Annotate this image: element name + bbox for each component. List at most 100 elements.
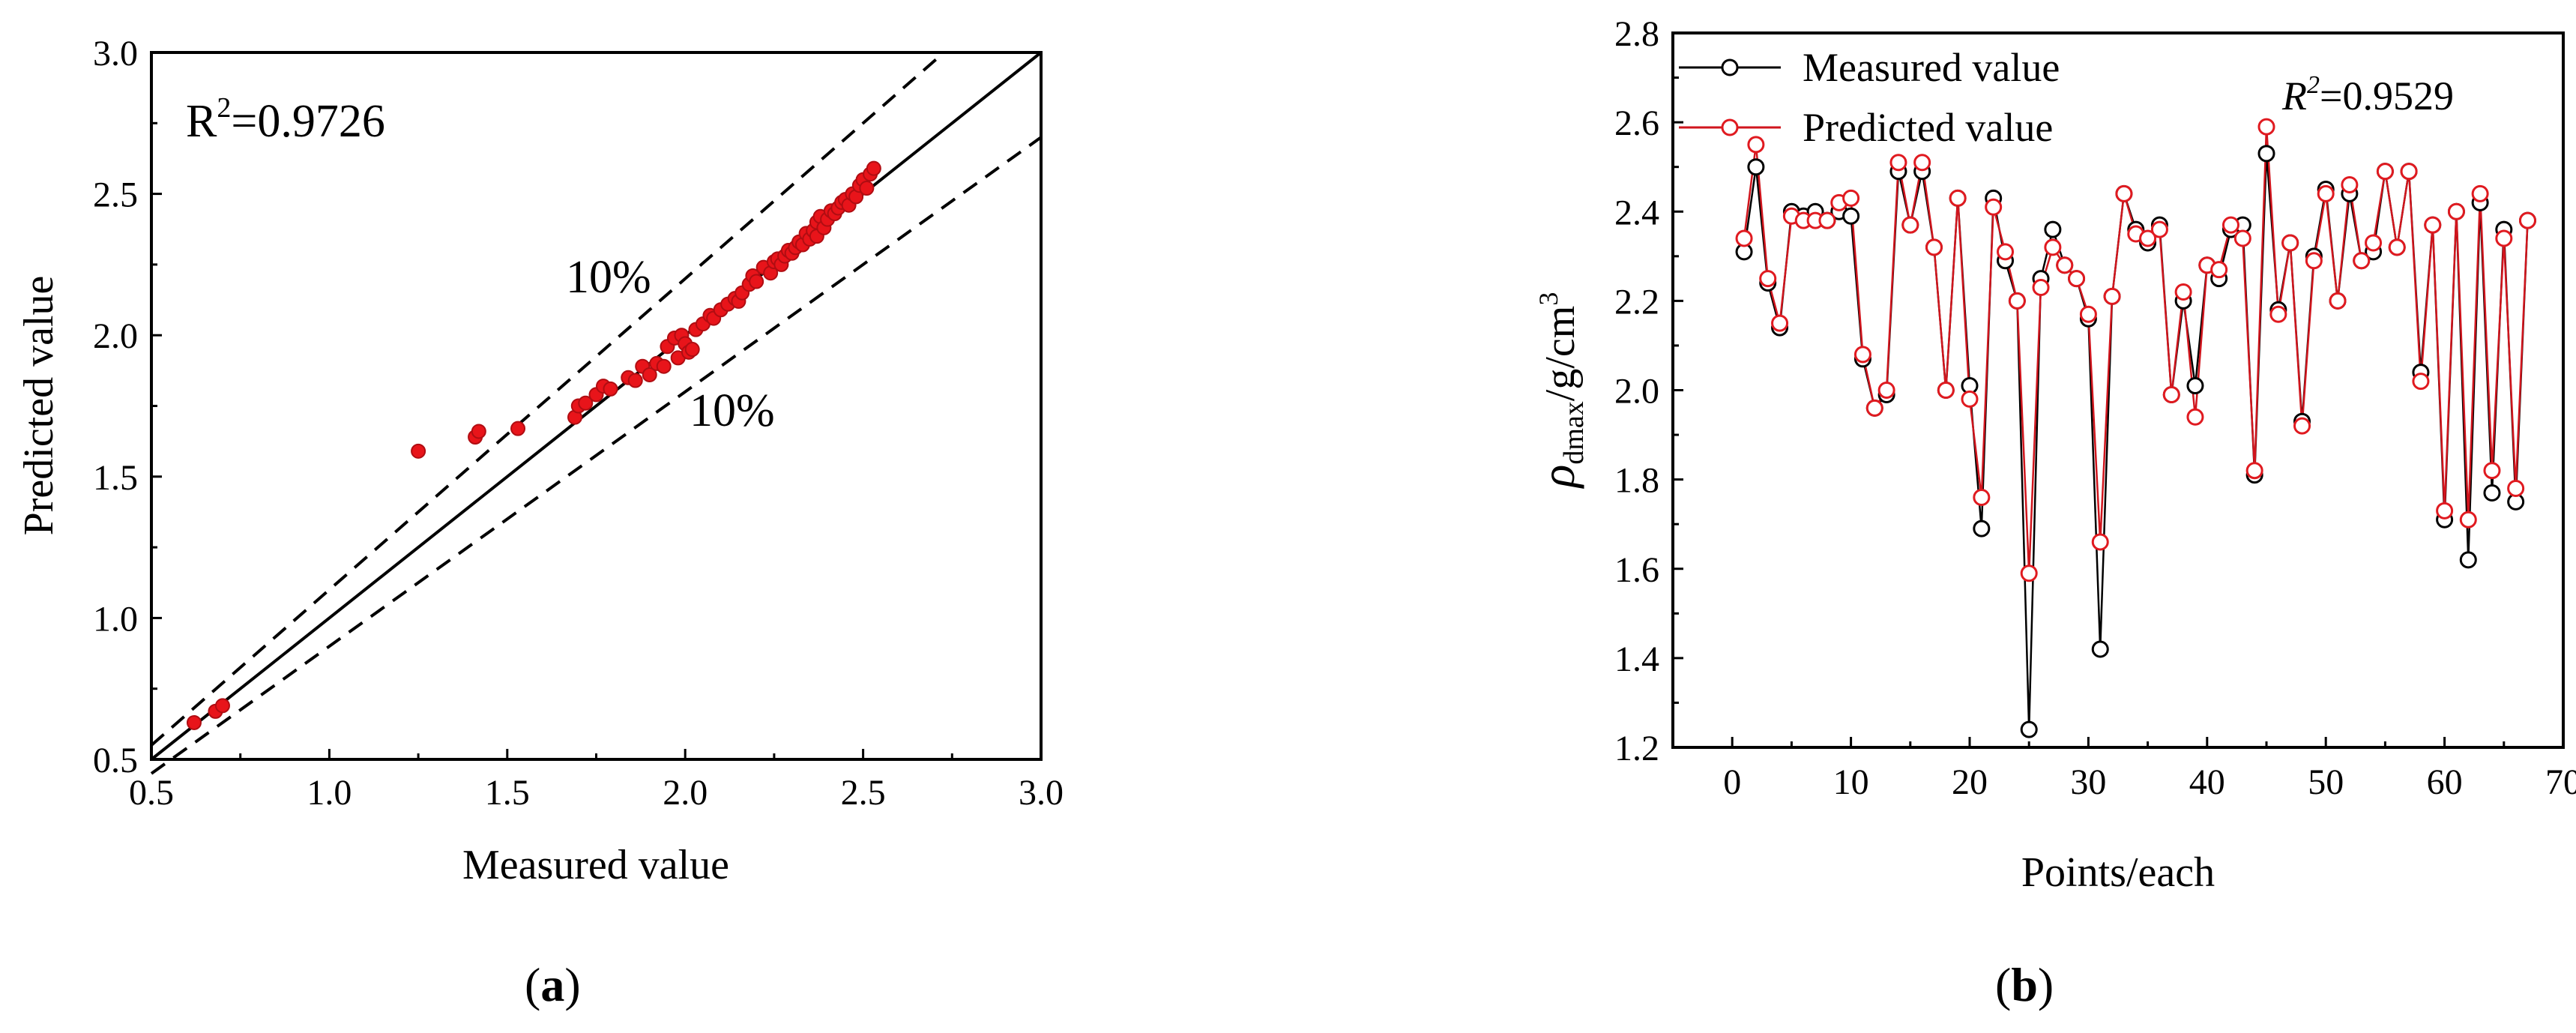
marker-predicted — [1865, 399, 1883, 417]
marker-predicted — [2032, 279, 2050, 297]
y-tick-label: 1.5 — [93, 458, 138, 498]
scatter-point — [186, 714, 202, 730]
marker-measured — [2257, 145, 2275, 163]
marker-predicted — [2341, 176, 2359, 194]
scatter-point — [411, 443, 426, 459]
y-tick-label: 2.0 — [93, 316, 138, 356]
y-tick-label: 2.4 — [1614, 193, 1659, 232]
marker-predicted — [2115, 184, 2133, 202]
panel-a-x-axis-label: Measured value — [462, 842, 729, 888]
panel-a-upper-band-label: 10% — [566, 252, 651, 303]
marker-predicted — [2245, 462, 2263, 480]
marker-predicted — [1961, 390, 1979, 408]
marker-predicted — [2293, 417, 2311, 435]
marker-predicted — [2210, 261, 2228, 279]
marker-predicted — [2269, 305, 2287, 323]
marker-predicted — [2056, 256, 2074, 274]
x-tick-label: 3.0 — [1019, 773, 1064, 813]
marker-predicted — [2079, 305, 2097, 323]
y-tick-label: 1.2 — [1614, 729, 1659, 768]
y-tick-label: 2.5 — [93, 175, 138, 215]
marker-measured — [2186, 377, 2204, 395]
panel-b-y-axis-label: ρdmax/g/cm3 — [1531, 292, 1590, 490]
panel-b-x-ticks: 0 10 20 30 40 50 60 70 — [1671, 737, 2576, 802]
panel-a-reference-lines — [150, 51, 1043, 775]
marker-predicted — [1925, 238, 1943, 256]
marker-predicted — [2507, 480, 2525, 498]
legend-measured-label: Measured value — [1803, 45, 2060, 90]
panel-a-y-axis-label: Predicted value — [16, 276, 62, 536]
marker-predicted — [2518, 211, 2536, 229]
marker-predicted — [2233, 229, 2251, 247]
y-tick-label: 3.0 — [93, 34, 138, 73]
marker-predicted — [2103, 287, 2121, 305]
scatter-point — [859, 181, 875, 196]
panel-b-series-markers — [1735, 118, 2536, 738]
marker-measured — [1747, 158, 1765, 176]
panel-b: 0 10 20 30 40 50 60 70 1.2 1.4 1.6 1.8 2.0 2.2 2.4 2.6… — [1531, 14, 2576, 1011]
marker-predicted — [1913, 154, 1931, 172]
marker-predicted — [2068, 270, 2086, 288]
x-tick-label: 0.5 — [129, 773, 174, 813]
reference-line-upper — [150, 51, 945, 747]
scatter-point — [471, 424, 486, 439]
marker-measured — [1973, 519, 1991, 537]
marker-predicted — [2329, 292, 2347, 310]
marker-predicted — [2020, 564, 2038, 582]
marker-predicted — [2257, 118, 2275, 136]
marker-predicted — [2376, 163, 2394, 181]
marker-predicted — [2044, 238, 2062, 256]
y-tick-label: 2.2 — [1614, 282, 1659, 322]
x-tick-label: 2.5 — [841, 773, 886, 813]
marker-measured — [2091, 640, 2109, 658]
marker-predicted — [1853, 346, 1871, 364]
y-tick-label: 2.0 — [1614, 372, 1659, 412]
marker-predicted — [2400, 163, 2418, 181]
panel-b-x-axis-label: Points/each — [2021, 849, 2215, 896]
panel-a: 0.5 1.0 1.5 2.0 2.5 3.0 0.5 1.0 1.5 2.0 2.5 3.0 R2… — [16, 34, 1064, 1011]
marker-measured — [2483, 484, 2501, 502]
marker-predicted — [2281, 234, 2299, 252]
x-tick-label: 40 — [2189, 762, 2225, 802]
x-tick-label: 1.5 — [485, 773, 530, 813]
marker-predicted — [1973, 488, 1991, 506]
panel-a-points — [186, 160, 881, 730]
y-tick-label: 2.8 — [1614, 14, 1659, 54]
marker-predicted — [1735, 229, 1753, 247]
scatter-point — [656, 358, 672, 374]
x-tick-label: 1.0 — [307, 773, 352, 813]
reference-line-identity — [150, 51, 1043, 761]
marker-predicted — [2139, 229, 2157, 247]
y-tick-label: 1.4 — [1614, 639, 1659, 679]
scatter-point — [749, 274, 764, 289]
panel-b-legend: Measured value Predicted value — [1679, 45, 2060, 150]
panel-b-label: (b) — [1995, 958, 2054, 1011]
marker-predicted — [2483, 462, 2501, 480]
marker-predicted — [2353, 252, 2371, 270]
marker-predicted — [2412, 373, 2430, 391]
marker-measured — [2020, 720, 2038, 738]
legend-entry-predicted: Predicted value — [1679, 105, 2053, 150]
marker-predicted — [2008, 292, 2026, 310]
marker-predicted — [1877, 382, 1895, 399]
scatter-point — [642, 367, 657, 383]
marker-predicted — [1997, 243, 2015, 261]
x-tick-label: 30 — [2070, 762, 2106, 802]
y-tick-label: 1.6 — [1614, 550, 1659, 590]
marker-predicted — [2305, 252, 2323, 270]
marker-predicted — [2388, 238, 2406, 256]
marker-predicted — [2317, 184, 2335, 202]
panel-a-r2-annotation: R2=0.9726 — [186, 92, 385, 147]
reference-line-lower — [150, 136, 1043, 775]
legend-entry-measured: Measured value — [1679, 45, 2060, 90]
marker-predicted — [1747, 136, 1765, 154]
scatter-point — [214, 698, 230, 714]
scatter-point — [603, 381, 618, 397]
x-tick-label: 50 — [2308, 762, 2344, 802]
marker-predicted — [2174, 283, 2192, 301]
marker-predicted — [1771, 314, 1789, 332]
marker-predicted — [1901, 216, 1919, 234]
marker-predicted — [2495, 229, 2513, 247]
scatter-point — [866, 160, 881, 176]
x-tick-label: 2.0 — [663, 773, 708, 813]
